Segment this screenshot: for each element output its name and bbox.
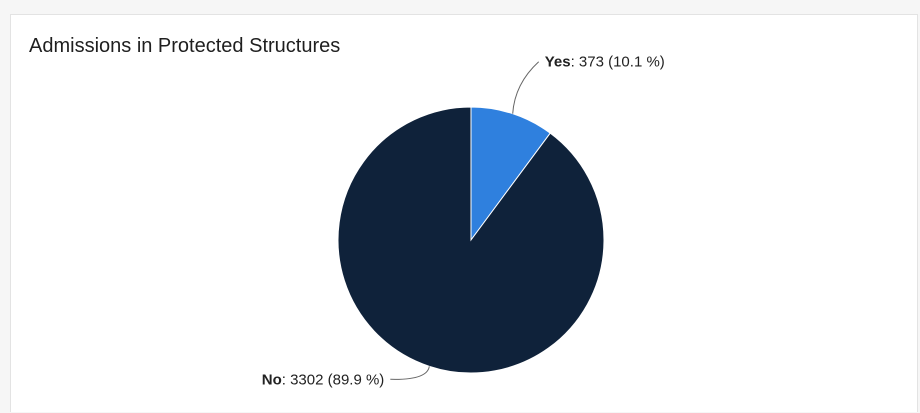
slice-labels: Yes: 373 (10.1 %) No: 3302 (89.9 %) (262, 54, 665, 389)
leader-lines (390, 61, 540, 380)
leader-line-no (390, 366, 430, 380)
slice-label-name: No (262, 371, 282, 388)
leader-line-yes (512, 61, 540, 114)
slice-label-value: : 373 (10.1 %) (571, 54, 665, 71)
chart-title: Admissions in Protected Structures (29, 35, 341, 57)
pie-slice-no[interactable] (337, 106, 605, 374)
pie-slices (337, 106, 605, 374)
slice-label-no: No: 3302 (89.9 %) (262, 371, 385, 388)
slice-label-name: Yes (545, 54, 571, 71)
pie-slice-yes[interactable] (470, 106, 551, 242)
pie-chart: Yes: 373 (10.1 %) No: 3302 (89.9 %) (262, 54, 665, 389)
chart-card: Admissions in Protected Structures Yes: … (10, 14, 918, 412)
slice-label-yes: Yes: 373 (10.1 %) (545, 54, 665, 71)
slice-label-value: : 3302 (89.9 %) (282, 371, 385, 388)
